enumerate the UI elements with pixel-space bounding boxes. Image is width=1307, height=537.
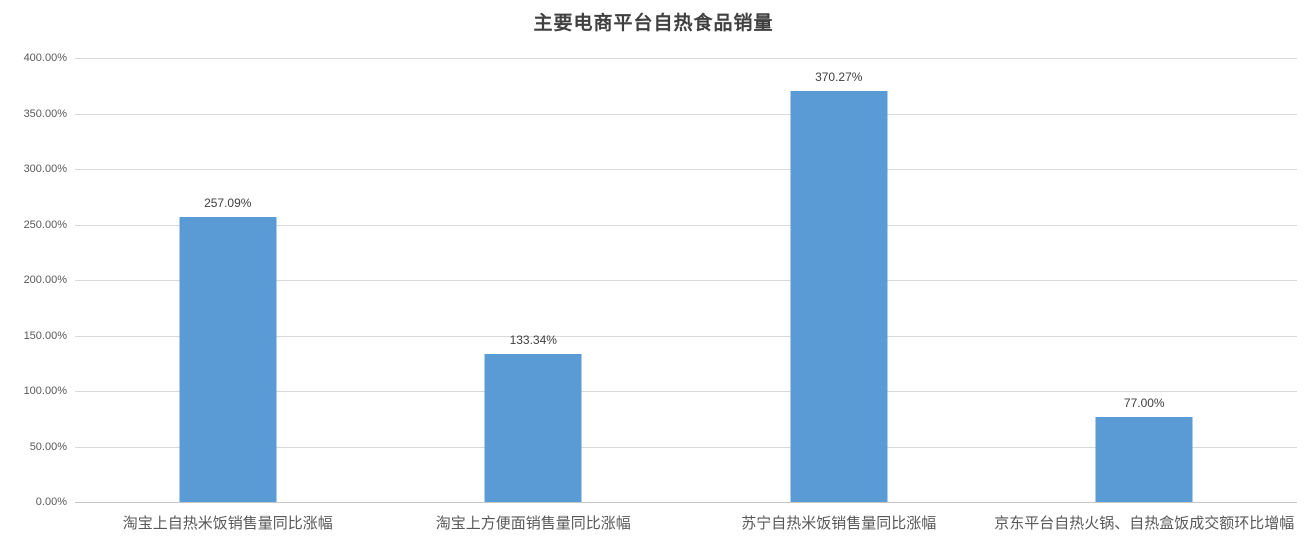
gridline <box>75 335 1297 337</box>
gridline <box>75 113 1297 115</box>
bar-value-label: 370.27% <box>815 70 863 85</box>
y-axis-tick-label: 200.00% <box>23 274 67 286</box>
y-axis-tick-label: 150.00% <box>23 329 67 342</box>
y-axis-tick-label: 50.00% <box>29 440 67 453</box>
x-axis-category-labels: 淘宝上自热米饭销售量同比涨幅 淘宝上方便面销售量同比涨幅 苏宁自热米饭销售量同比涨幅… <box>75 503 1297 536</box>
category-slot: 133.34% <box>381 58 687 502</box>
gridline <box>75 446 1297 448</box>
gridline <box>75 224 1297 226</box>
y-axis-tick-label: 350.00% <box>23 107 67 120</box>
gridline <box>75 280 1297 281</box>
bar[interactable] <box>790 91 888 502</box>
plot-area: 0.00% 50.00% 100.00% 150.00% 200.00% 250.00% 3… <box>24 52 1297 508</box>
bar[interactable] <box>484 354 582 502</box>
x-axis-category-label: 苏宁自热米饭销售量同比涨幅 <box>741 515 937 532</box>
x-axis-category-label: 淘宝上方便面销售量同比涨幅 <box>435 515 631 532</box>
bar-value-label: 133.34% <box>509 333 557 347</box>
gridline <box>75 169 1297 170</box>
category-slot: 77.00% <box>992 58 1298 502</box>
gridline <box>75 58 1297 59</box>
y-axis-tick-label: 400.00% <box>23 52 67 64</box>
gridline <box>75 391 1297 392</box>
y-axis-tick-label: 300.00% <box>23 163 67 175</box>
bar-value-label: 257.09% <box>204 195 252 210</box>
category-slot: 257.09% <box>75 58 381 502</box>
x-axis-category-label: 淘宝上自热米饭销售量同比涨幅 <box>122 515 333 532</box>
x-axis-category-label: 京东平台自热火锅、自热盒饭成交额环比增幅 <box>994 515 1295 532</box>
category-slot: 370.27% <box>686 58 992 502</box>
bar[interactable] <box>1095 416 1193 502</box>
y-axis-tick-label: 250.00% <box>23 218 67 231</box>
bars-container: 257.09% 133.34% 370.27% 77.00% <box>75 58 1297 502</box>
bar-value-label: 77.00% <box>1123 395 1165 410</box>
chart-title: 主要电商平台自热食品销量 <box>533 13 774 34</box>
y-axis-tick-label: 0.00% <box>35 496 67 508</box>
bar[interactable] <box>179 216 277 502</box>
y-axis-tick-label: 100.00% <box>23 385 67 397</box>
